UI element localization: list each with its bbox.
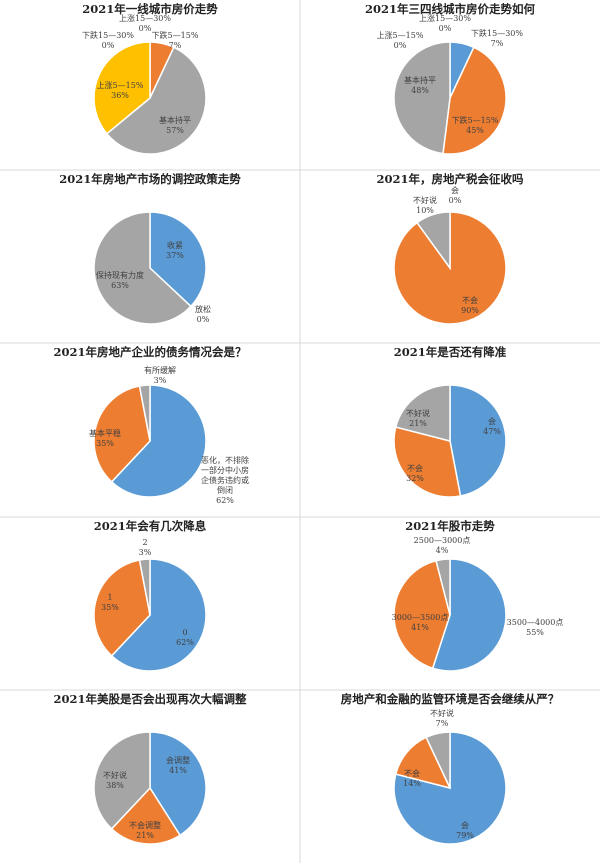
- slice-label: 上涨5—15% 36%: [97, 80, 144, 100]
- pie-slice: [442, 46, 507, 155]
- pie-slice: [93, 385, 151, 483]
- slice-label: 收紧 37%: [166, 240, 184, 260]
- slice-label: 保持现有力度 63%: [96, 270, 144, 290]
- slice-label: 会 0%: [449, 185, 462, 205]
- slice-label: 1 35%: [101, 593, 119, 612]
- chart-title: 2021年股市走势: [405, 519, 495, 533]
- slice-label: 不好说 7%: [430, 708, 454, 728]
- slice-label: 不好说 21%: [406, 408, 430, 428]
- slice-label: 基本平稳 35%: [89, 428, 121, 448]
- pie-slice: [431, 558, 507, 672]
- pie-slice: [93, 559, 151, 657]
- pie-slice: [393, 41, 451, 155]
- pie-slice: [425, 731, 451, 789]
- pie-slice: [110, 558, 207, 672]
- slice-label: 上涨15—30% 0%: [419, 13, 471, 33]
- pie-slice: [394, 384, 451, 442]
- slice-label: 不会 14%: [403, 768, 421, 788]
- pie-slice: [416, 211, 451, 271]
- pie-slice: [138, 384, 151, 442]
- slice-label: 恶化，不排除一部分中小房企债务违约或倒闭 62%: [201, 455, 249, 505]
- slice-label: 3000—3500点 41%: [392, 613, 449, 632]
- chart-title: 房地产和金融的监管环境是否会继续从严？: [341, 692, 560, 706]
- slice-label: 上涨15—30% 0%: [119, 13, 171, 33]
- slice-label: 不会 90%: [461, 295, 479, 315]
- slice-label: 下跌5—15% 45%: [452, 115, 499, 135]
- slice-label: 下跌15—30% 7%: [471, 28, 523, 48]
- pie-slice: [435, 558, 451, 616]
- pie-slice: [110, 384, 207, 498]
- slice-label: 基本持平 48%: [404, 75, 436, 95]
- slice-label: 有所缓解 3%: [144, 365, 176, 385]
- pie-slice: [449, 384, 507, 497]
- slice-label: 上涨5—15% 0%: [377, 30, 424, 50]
- slice-label: 2 3%: [139, 538, 152, 557]
- chart-title: 2021年房地产市场的调控政策走势: [59, 172, 241, 186]
- slice-label: 0 62%: [176, 628, 194, 647]
- chart-title: 2021年是否还有降准: [394, 345, 507, 359]
- slice-label: 会 47%: [483, 416, 501, 436]
- slice-label: 基本持平 57%: [159, 115, 191, 135]
- chart-title: 2021年会有几次降息: [94, 519, 207, 533]
- slice-label: 不好说 38%: [103, 770, 127, 790]
- slice-label: 不会调整 21%: [129, 820, 161, 840]
- pie-slice: [393, 559, 451, 670]
- slice-label: 2500—3000点 4%: [414, 536, 471, 555]
- pie-slice: [93, 41, 151, 135]
- chart-title: 2021年美股是否会出现再次大幅调整: [53, 692, 247, 706]
- chart-title: 2021年房地产企业的债务情况会是？: [53, 345, 246, 359]
- pie-slice: [110, 786, 182, 845]
- pie-slice: [93, 211, 192, 325]
- pie-slice: [149, 211, 207, 308]
- pie-slice: [105, 46, 207, 155]
- slice-label: 放松 0%: [195, 304, 211, 324]
- chart-title: 2021年一线城市房价走势: [82, 2, 218, 16]
- chart-title: 2021年三四线城市房价走势如何: [365, 2, 536, 16]
- chart-title: 2021年，房地产税会征收吗: [376, 172, 524, 186]
- slice-label: 会 79%: [456, 820, 474, 840]
- slice-label: 会调整 41%: [166, 755, 190, 775]
- slice-label: 不会 32%: [406, 463, 424, 483]
- slice-label: 3500—4000点 55%: [507, 618, 564, 637]
- pie-slice: [393, 426, 462, 498]
- pie-slice: [138, 558, 151, 616]
- slice-label: 不好说 10%: [413, 195, 437, 215]
- pie-slice: [93, 731, 151, 830]
- slice-label: 下跌15—30% 0%: [82, 30, 134, 50]
- slice-label: 下跌5—15% 7%: [152, 30, 199, 50]
